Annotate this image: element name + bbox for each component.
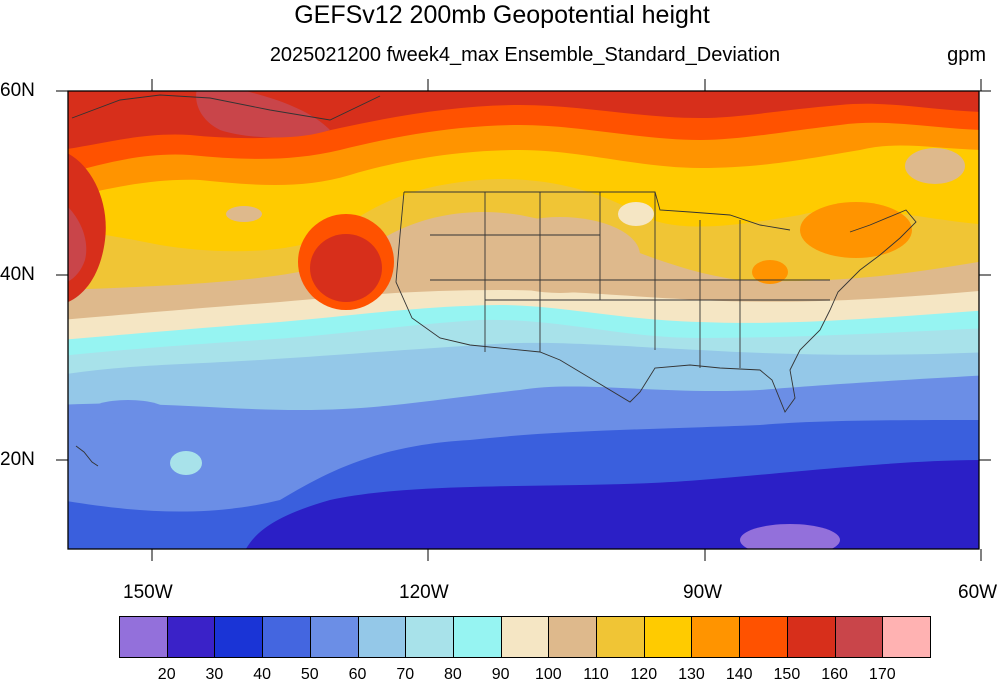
chart-subtitle: 2025021200 fweek4_max Ensemble_Standard_…: [269, 44, 781, 66]
legend-label: 40: [253, 666, 271, 683]
lat-label-40n: 40N: [0, 264, 35, 285]
legend-label: 160: [821, 666, 848, 683]
legend-label: 110: [583, 666, 609, 683]
legend-swatch: [739, 616, 788, 658]
legend-swatch: [500, 616, 550, 658]
axis-ticks: [56, 79, 991, 561]
lat-label-60n: 60N: [0, 80, 35, 101]
units-label: gpm: [947, 44, 986, 66]
legend-swatch: [119, 616, 168, 658]
legend-swatch: [691, 616, 741, 658]
legend-swatch: [214, 616, 264, 658]
legend-swatch: [548, 616, 598, 658]
legend-swatch: [357, 616, 407, 658]
coastlines: [71, 94, 917, 467]
legend-label: 60: [348, 666, 367, 683]
legend-swatch: [596, 616, 645, 658]
legend-label: 170: [868, 666, 896, 683]
legend-colorbar: [119, 616, 931, 658]
map-frame: [67, 90, 980, 550]
legend-swatch: [309, 616, 359, 658]
legend-swatch: [405, 616, 454, 658]
lon-label-60w: 60W: [958, 582, 998, 603]
legend-label: 20: [157, 666, 176, 683]
legend-swatch: [643, 616, 693, 658]
legend-swatch: [834, 616, 884, 658]
legend-label: 30: [205, 666, 224, 683]
legend-label: 120: [630, 666, 658, 683]
legend-swatch: [452, 616, 502, 658]
legend-swatch: [786, 616, 836, 658]
legend-swatch: [166, 616, 216, 658]
legend-swatch: [262, 616, 311, 658]
legend-swatch: [882, 616, 931, 658]
lon-label-150w: 150W: [123, 582, 173, 603]
legend-label: 70: [396, 666, 415, 683]
legend-label: 140: [725, 666, 753, 683]
legend-label: 100: [534, 666, 562, 683]
legend-label: 150: [773, 666, 801, 683]
legend-label: 50: [300, 666, 319, 683]
chart-title: GEFSv12 200mb Geopotential height: [294, 1, 710, 29]
legend-label: 130: [678, 666, 705, 683]
legend-label: 80: [444, 666, 462, 683]
legend-label: 90: [491, 666, 510, 683]
lat-label-20n: 20N: [0, 449, 35, 470]
contour-field: [68, 91, 979, 549]
lon-label-90w: 90W: [683, 582, 723, 603]
lon-label-120w: 120W: [399, 582, 449, 603]
